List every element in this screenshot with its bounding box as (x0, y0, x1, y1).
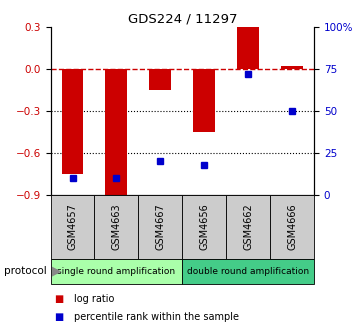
Text: ▶: ▶ (52, 265, 62, 278)
Bar (61, 69, 83, 174)
Text: GSM4667: GSM4667 (155, 203, 165, 250)
Text: GSM4662: GSM4662 (243, 203, 253, 250)
Bar (193, 69, 215, 132)
Bar (237, 27, 259, 69)
Title: GDS224 / 11297: GDS224 / 11297 (127, 13, 237, 26)
Bar (281, 66, 303, 69)
Text: single round amplification: single round amplification (57, 267, 175, 276)
Bar (105, 69, 127, 202)
Text: ■: ■ (54, 294, 64, 304)
Text: GSM4656: GSM4656 (199, 203, 209, 250)
Text: double round amplification: double round amplification (187, 267, 309, 276)
Text: protocol: protocol (4, 266, 47, 276)
Text: GSM4657: GSM4657 (68, 203, 78, 250)
Text: GSM4663: GSM4663 (112, 204, 121, 250)
Text: percentile rank within the sample: percentile rank within the sample (74, 312, 239, 323)
Text: ■: ■ (54, 312, 64, 323)
Text: GSM4666: GSM4666 (287, 204, 297, 250)
Bar (149, 69, 171, 90)
Text: log ratio: log ratio (74, 294, 114, 304)
